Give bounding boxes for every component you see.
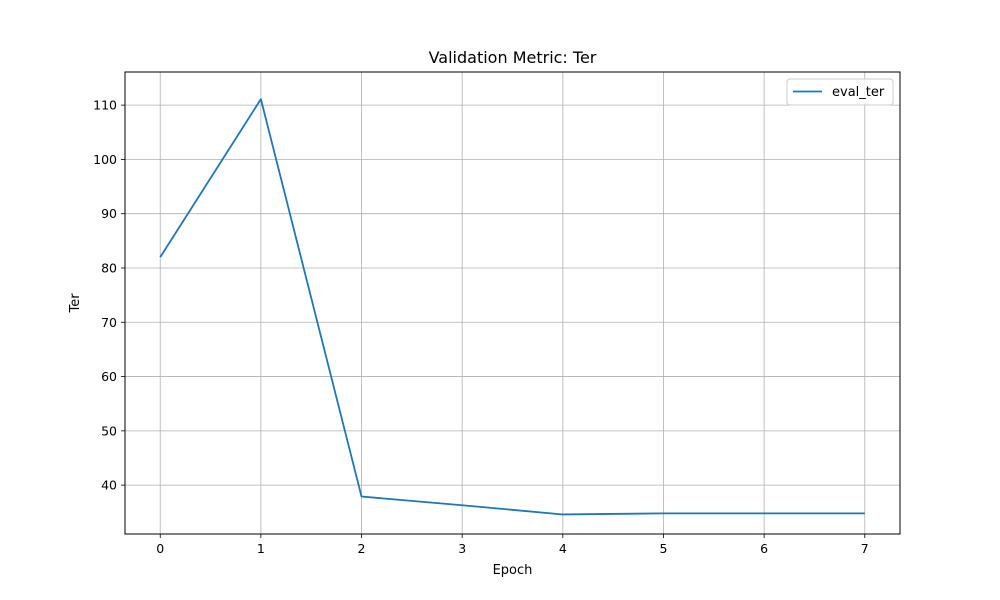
x-tick-label: 0 <box>156 541 164 556</box>
y-tick-label: 110 <box>93 98 117 113</box>
plot-frame <box>124 71 901 535</box>
data-point <box>562 514 564 516</box>
y-tick-label: 80 <box>101 260 117 275</box>
data-point <box>461 504 463 506</box>
ticks: 0 1 2 3 4 5 6 7 40 50 60 70 80 90 100 110 <box>93 98 869 556</box>
data-point <box>663 512 665 514</box>
legend-box <box>786 78 894 106</box>
data-point <box>260 98 262 100</box>
legend: eval_ter <box>786 78 894 106</box>
y-tick-label: 90 <box>101 206 117 221</box>
y-axis-label: Ter <box>68 293 83 314</box>
x-tick-label: 4 <box>559 541 567 556</box>
grid <box>125 72 900 534</box>
y-tick-label: 40 <box>101 478 117 493</box>
x-tick-label: 1 <box>257 541 265 556</box>
y-tick-label: 100 <box>93 152 117 167</box>
y-tick-label: 50 <box>101 423 117 438</box>
x-tick-label: 7 <box>861 541 869 556</box>
data-point <box>864 512 866 514</box>
x-tick-label: 6 <box>760 541 768 556</box>
y-tick-label: 70 <box>101 315 117 330</box>
x-tick-label: 3 <box>458 541 466 556</box>
data-point <box>763 512 765 514</box>
series-layer <box>159 98 866 516</box>
data-point <box>361 496 363 498</box>
x-tick-label: 2 <box>358 541 366 556</box>
data-point <box>159 256 161 258</box>
y-tick-label: 60 <box>101 369 117 384</box>
x-axis-label: Epoch <box>493 563 533 578</box>
x-tick-label: 5 <box>659 541 667 556</box>
chart-title: Validation Metric: Ter <box>429 48 597 67</box>
series-line-eval-ter <box>159 98 865 516</box>
legend-label-eval-ter: eval_ter <box>832 85 885 100</box>
